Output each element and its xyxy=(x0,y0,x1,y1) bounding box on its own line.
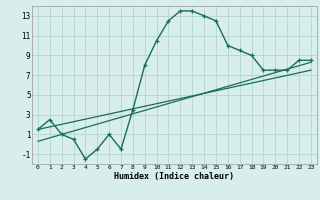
X-axis label: Humidex (Indice chaleur): Humidex (Indice chaleur) xyxy=(115,172,234,181)
